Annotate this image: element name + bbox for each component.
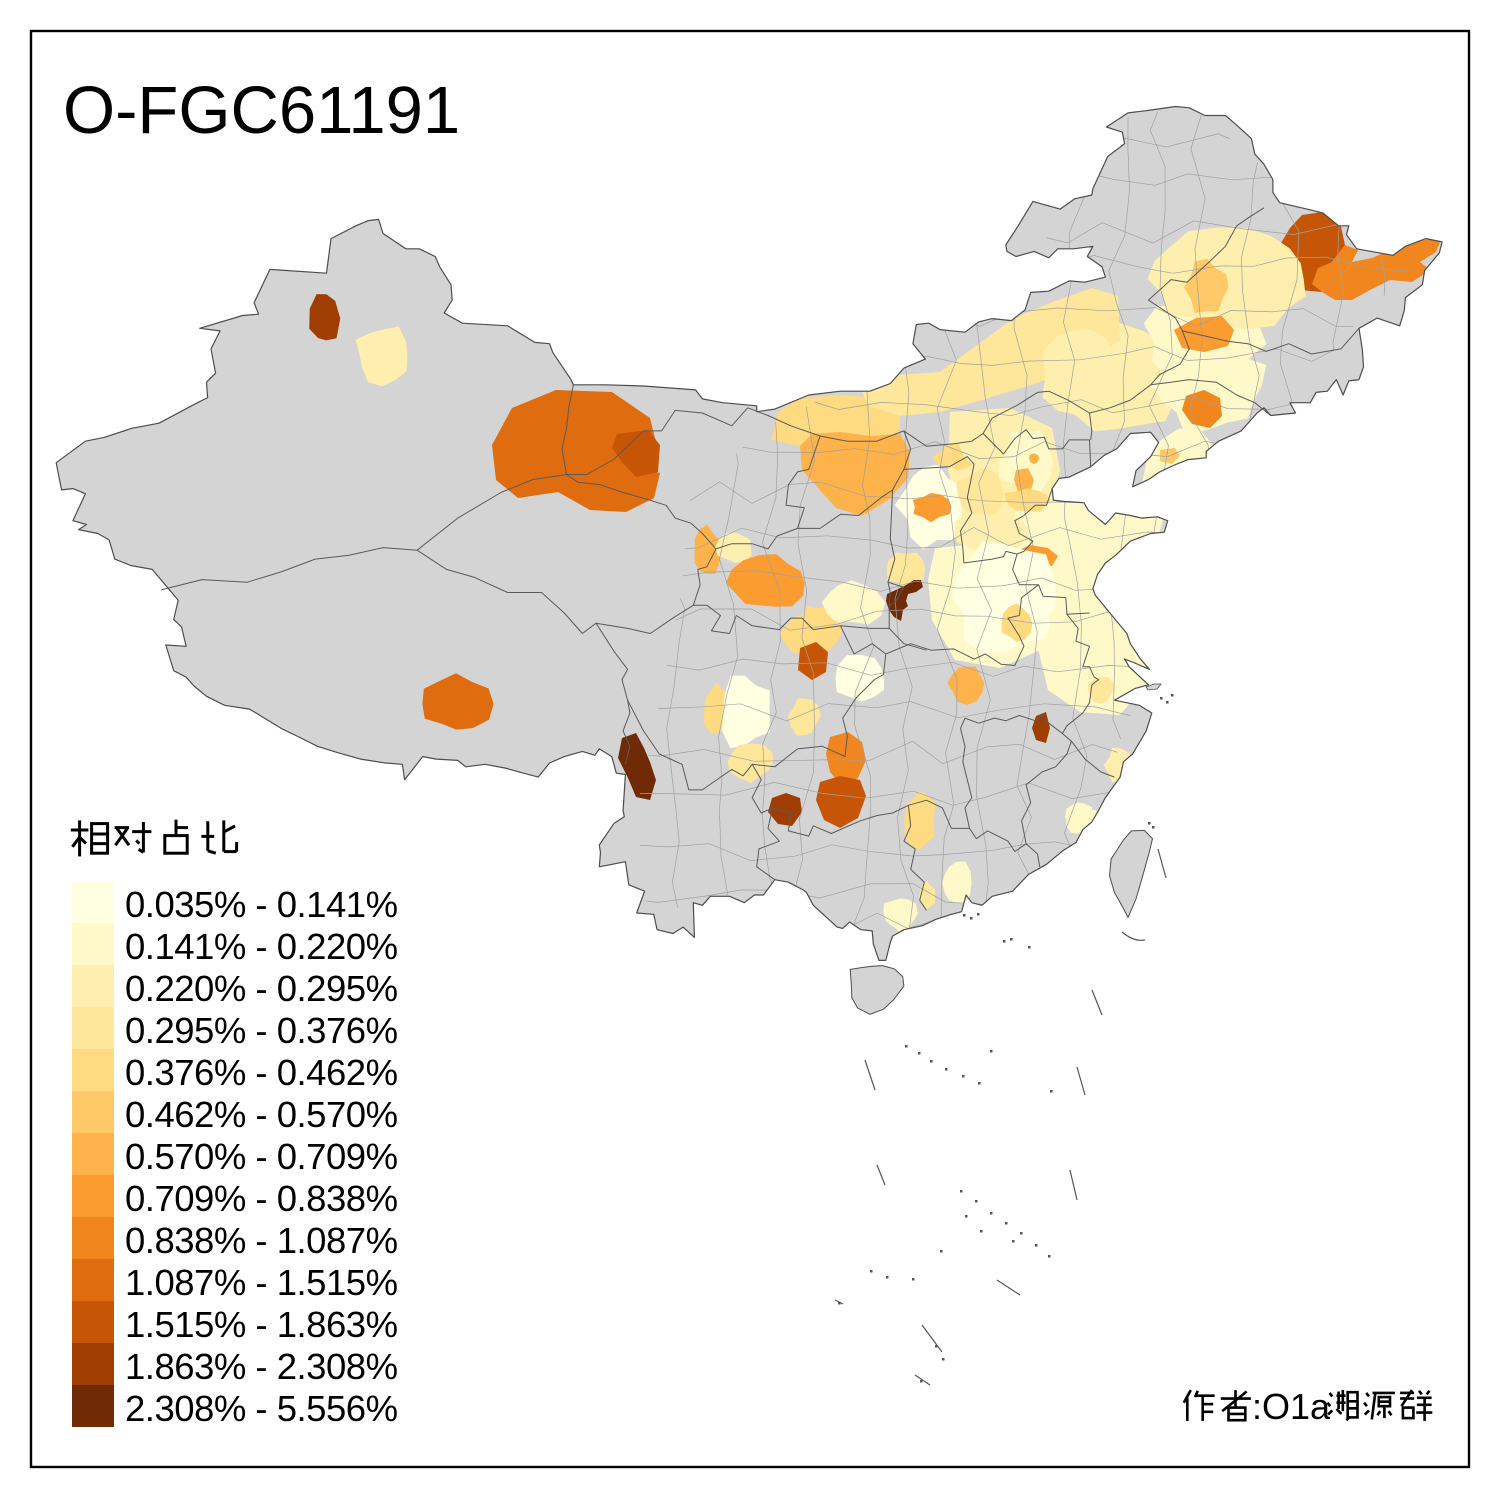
svg-text:2.308% - 5.556%: 2.308% - 5.556% [125,1388,398,1429]
svg-text:0.462% - 0.570%: 0.462% - 0.570% [125,1094,398,1135]
svg-text:0.570% - 0.709%: 0.570% - 0.709% [125,1136,398,1177]
svg-text:0.838% - 1.087%: 0.838% - 1.087% [125,1220,398,1261]
svg-text:0.035% - 0.141%: 0.035% - 0.141% [125,884,398,925]
svg-text:0.220% - 0.295%: 0.220% - 0.295% [125,968,398,1009]
svg-text:O-FGC61191: O-FGC61191 [63,73,460,148]
svg-text:1.863% - 2.308%: 1.863% - 2.308% [125,1346,398,1387]
svg-text::O1a: :O1a [1252,1386,1331,1427]
svg-text:0.376% - 0.462%: 0.376% - 0.462% [125,1052,398,1093]
svg-text:0.709% - 0.838%: 0.709% - 0.838% [125,1178,398,1219]
svg-text:0.141% - 0.220%: 0.141% - 0.220% [125,926,398,967]
svg-text:1.515% - 1.863%: 1.515% - 1.863% [125,1304,398,1345]
svg-text:1.087% - 1.515%: 1.087% - 1.515% [125,1262,398,1303]
svg-text:0.295% - 0.376%: 0.295% - 0.376% [125,1010,398,1051]
